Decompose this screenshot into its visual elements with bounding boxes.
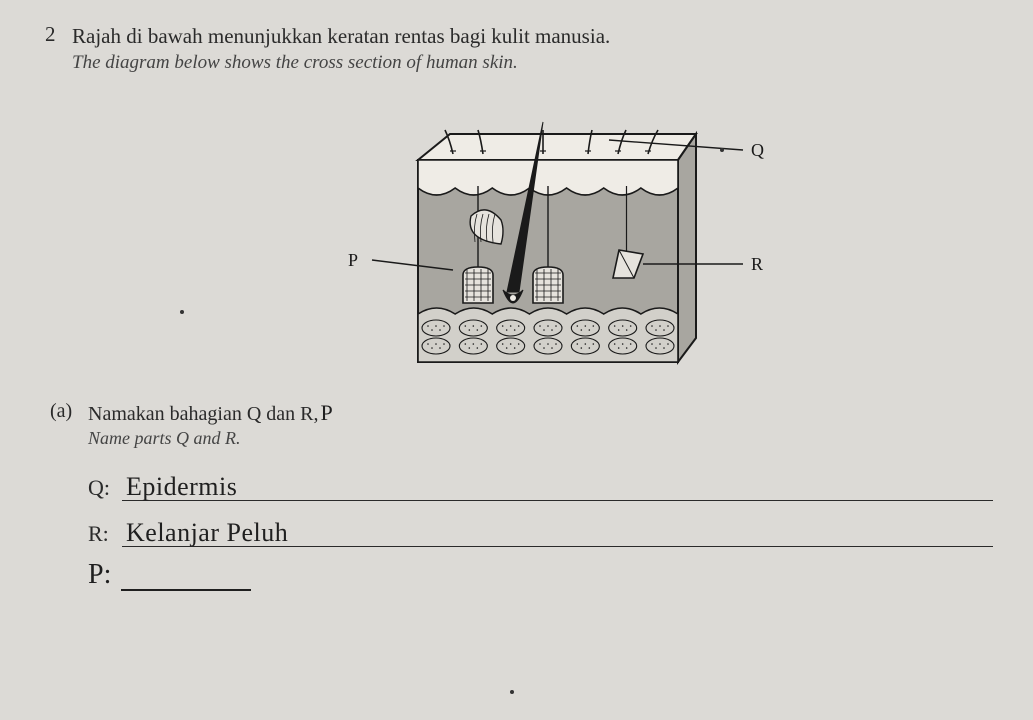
svg-text:R: R	[751, 254, 763, 274]
svg-text:P: P	[347, 250, 357, 270]
skin-cross-section-diagram: P Q R	[253, 102, 813, 372]
answer-row-p: P:	[72, 559, 993, 591]
speck	[720, 148, 724, 152]
question-number: 2	[45, 22, 56, 47]
part-a: (a) Namakan bahagian Q dan R,P Name part…	[72, 400, 993, 449]
answer-label-r: R:	[88, 521, 116, 547]
answer-line-q[interactable]: Epidermis	[122, 467, 993, 501]
answer-label-q: Q:	[88, 475, 116, 501]
answer-label-p: P:	[88, 559, 111, 591]
speck	[510, 690, 514, 694]
svg-text:Q: Q	[751, 140, 764, 160]
handwritten-r: Kelanjar Peluh	[126, 518, 288, 548]
handwritten-q: Epidermis	[126, 472, 237, 502]
speck	[180, 310, 184, 314]
answers-block: Q: Epidermis R: Kelanjar Peluh	[72, 467, 993, 547]
answer-line-p[interactable]	[121, 563, 251, 591]
answer-line-r[interactable]: Kelanjar Peluh	[122, 513, 993, 547]
diagram-container: P Q R	[72, 102, 993, 372]
question-text-main: Rajah di bawah menunjukkan keratan renta…	[72, 22, 993, 50]
part-a-tag: (a)	[50, 400, 72, 423]
answer-row-r: R: Kelanjar Peluh	[88, 513, 993, 547]
hand-annotation-p: P	[320, 400, 332, 425]
part-a-text-sub: Name parts Q and R.	[88, 428, 993, 449]
answer-row-q: Q: Epidermis	[88, 467, 993, 501]
question-text-sub: The diagram below shows the cross sectio…	[72, 52, 993, 74]
part-a-text-main: Namakan bahagian Q dan R,	[88, 403, 318, 425]
worksheet-page: 2 Rajah di bawah menunjukkan keratan ren…	[0, 0, 1033, 611]
